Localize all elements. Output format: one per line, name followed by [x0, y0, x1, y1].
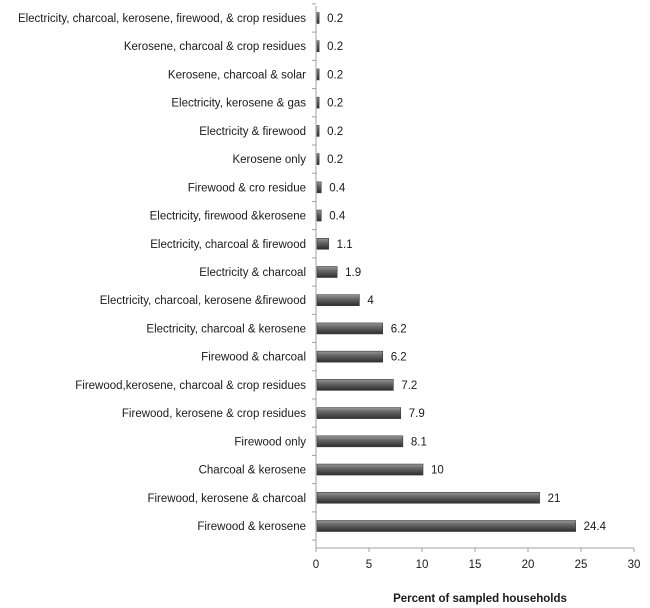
category-label: Kerosene, charcoal & solar	[168, 69, 306, 81]
category-label: Firewood & charcoal	[201, 352, 306, 364]
data-label: 10	[431, 465, 444, 477]
data-label: 21	[548, 493, 561, 505]
data-label: 0.4	[329, 182, 346, 194]
category-label: Firewood,kerosene, charcoal & crop resid…	[75, 380, 306, 392]
data-label: 0.2	[327, 154, 343, 166]
bar	[316, 153, 320, 165]
bar	[316, 322, 384, 335]
x-tick-label: 30	[628, 559, 641, 571]
data-label: 1.1	[337, 239, 353, 251]
category-label: Firewood, kerosene & crop residues	[122, 408, 306, 420]
category-label: Firewood & kerosene	[197, 521, 306, 533]
category-label: Firewood, kerosene & charcoal	[147, 493, 306, 505]
x-tick-label: 15	[469, 559, 482, 571]
x-tick-label: 10	[416, 559, 429, 571]
data-label: 6.2	[391, 323, 407, 335]
category-label: Firewood & cro residue	[188, 182, 306, 194]
bar	[316, 379, 394, 391]
data-label: 0.4	[329, 211, 346, 223]
category-label: Electricity & charcoal	[199, 267, 306, 279]
category-label: Electricity & firewood	[199, 126, 306, 138]
category-label: Electricity, charcoal, kerosene &firewoo…	[100, 295, 306, 307]
data-label: 0.2	[327, 13, 343, 25]
x-axis-title: Percent of sampled households	[393, 593, 567, 605]
data-label: 0.2	[327, 69, 343, 81]
data-label: 0.2	[327, 98, 343, 110]
category-label: Kerosene only	[232, 154, 306, 166]
bar	[316, 96, 320, 109]
data-label: 0.2	[327, 126, 343, 138]
bars-layer: Electricity, charcoal, kerosene, firewoo…	[18, 12, 607, 533]
bar	[316, 491, 540, 504]
data-label: 1.9	[345, 267, 361, 279]
data-label: 6.2	[391, 352, 407, 364]
category-label: Kerosene, charcoal & crop residues	[124, 41, 306, 53]
bar	[316, 237, 329, 250]
x-tick-label: 0	[313, 559, 319, 571]
bar	[316, 181, 322, 194]
data-label: 0.2	[327, 41, 343, 53]
bar	[316, 68, 320, 81]
x-tick-label: 25	[575, 559, 588, 571]
data-label: 7.9	[409, 408, 425, 420]
category-label: Electricity, charcoal, kerosene, firewoo…	[18, 13, 306, 25]
category-label: Firewood only	[234, 436, 306, 448]
x-tick-label: 5	[366, 559, 372, 571]
axis-layer: 0 5 10 15 20 25 30	[312, 3, 641, 571]
category-label: Electricity, charcoal & kerosene	[146, 323, 306, 335]
data-label: 8.1	[411, 436, 427, 448]
bar	[316, 266, 338, 278]
bar	[316, 520, 576, 532]
bar	[316, 350, 384, 363]
x-tick-label: 20	[522, 559, 535, 571]
category-label: Electricity, charcoal & firewood	[150, 239, 306, 251]
category-label: Electricity, firewood &kerosene	[150, 211, 306, 223]
bar	[316, 463, 424, 476]
category-label: Electricity, kerosene & gas	[171, 98, 306, 110]
bar	[316, 40, 320, 53]
bar	[316, 125, 320, 137]
bar	[316, 12, 320, 24]
data-label: 24.4	[584, 521, 607, 533]
bar	[316, 435, 404, 448]
bar	[316, 294, 360, 307]
data-label: 7.2	[401, 380, 417, 392]
category-label: Charcoal & kerosene	[199, 465, 306, 477]
data-label: 4	[367, 295, 374, 307]
bar	[316, 407, 402, 419]
bar	[316, 209, 322, 222]
